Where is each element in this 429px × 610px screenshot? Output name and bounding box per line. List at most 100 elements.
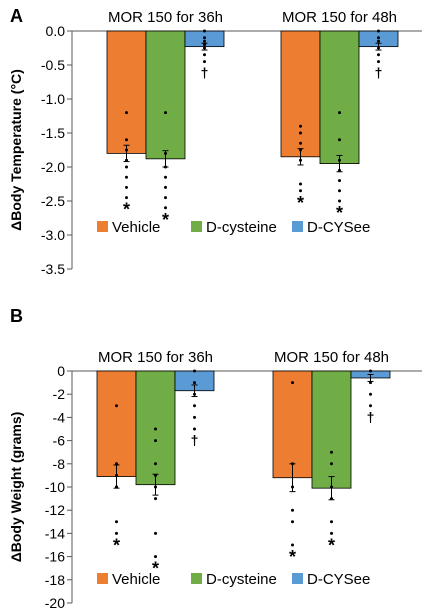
bar-vehicle [280,30,321,158]
y-tick-label: -1.0 [41,91,65,107]
data-point [125,148,128,152]
data-point [193,392,196,396]
data-point [338,138,341,142]
y-tick-label: -12 [45,502,65,518]
significance-mark: † [367,409,375,425]
significance-mark: * [123,200,130,220]
legend-label: D-cysteine [206,571,277,588]
data-point [203,36,206,40]
y-tick-label: -14 [45,525,65,541]
data-point [369,404,372,408]
y-tick-label: -18 [45,572,65,588]
data-point [154,531,157,535]
data-point [115,473,118,477]
significance-mark: * [328,535,335,555]
significance-mark: † [201,65,209,81]
data-point [338,179,341,183]
legend-label: D-CYSee [307,571,370,588]
legend-label: Vehicle [112,219,160,236]
data-point [330,485,333,489]
y-tick-label: -0.5 [41,57,65,73]
data-point [115,531,118,535]
data-point [154,439,157,443]
data-point [377,60,380,64]
legend-swatch-d-cysee [292,573,303,584]
data-point [330,497,333,501]
data-point [369,392,372,396]
significance-mark: * [113,535,120,555]
data-point [338,111,341,115]
category-label: MOR 150 for 48h [282,9,397,26]
data-point [369,369,372,373]
y-tick-label: -16 [45,549,65,565]
data-point [291,462,294,466]
data-point [299,158,302,162]
data-point [154,555,157,559]
legend-label: D-CYSee [307,219,370,236]
data-point [154,497,157,501]
significance-mark: * [162,210,169,230]
data-point [193,427,196,431]
data-point [338,189,341,193]
y-tick-label: -10 [45,479,65,495]
significance-mark: * [297,193,304,213]
data-point [125,111,128,115]
significance-mark: * [336,203,343,223]
y-tick-label: -20 [45,595,65,610]
data-point [203,53,206,57]
legend-swatch-vehicle [97,573,108,584]
legend-label: Vehicle [112,571,160,588]
data-point [164,165,167,169]
data-point [203,39,206,43]
data-point [291,508,294,512]
panel-b: B 0 -2 -4 -6 -8 -10 -12 -14 -16 -18 -20 ΔBody Weight… [8,306,422,610]
bar-vehicle [96,370,137,477]
bar-vehicle [272,370,313,479]
data-point [164,206,167,210]
panel-label: A [10,6,23,26]
data-point [338,158,341,162]
data-point [330,520,333,524]
category-label: MOR 150 for 36h [98,349,213,366]
data-point [299,124,302,128]
data-point [164,175,167,179]
data-point [115,520,118,524]
significance-mark: * [289,547,296,567]
y-axis-title: ΔBody Weight (grams) [8,412,24,563]
legend-swatch-d-cysee [292,221,303,232]
panel-a: A 0.0 -0.5 -1.0 -1.5 -2.0 -2.5 -3.0 -3.5 ΔBody Te… [8,6,422,277]
data-point [377,53,380,57]
data-point [203,43,206,47]
data-point [193,381,196,385]
data-point [299,131,302,135]
legend-swatch-d-cysteine [191,573,202,584]
data-point [330,462,333,466]
data-point [330,531,333,535]
data-point [369,381,372,385]
data-point [164,151,167,155]
bar-d-cysteine [145,30,186,160]
data-point [299,189,302,193]
data-point [125,158,128,162]
data-point [154,485,157,489]
data-point [164,111,167,115]
y-tick-label: 0.0 [46,23,66,39]
data-point [125,165,128,169]
data-point [125,185,128,189]
legend-swatch-d-cysteine [191,221,202,232]
data-point [125,196,128,200]
category-label: MOR 150 for 36h [108,9,223,26]
legend-label: D-cysteine [206,219,277,236]
data-point [291,520,294,524]
significance-mark: * [152,559,159,579]
bar-vehicle [106,30,147,154]
data-point [299,141,302,145]
data-point [338,199,341,203]
data-point [291,381,294,385]
data-point [377,29,380,33]
bar-d-cysteine [311,370,352,489]
data-point [203,60,206,64]
data-point [115,404,118,408]
data-point [164,185,167,189]
data-point [377,39,380,43]
